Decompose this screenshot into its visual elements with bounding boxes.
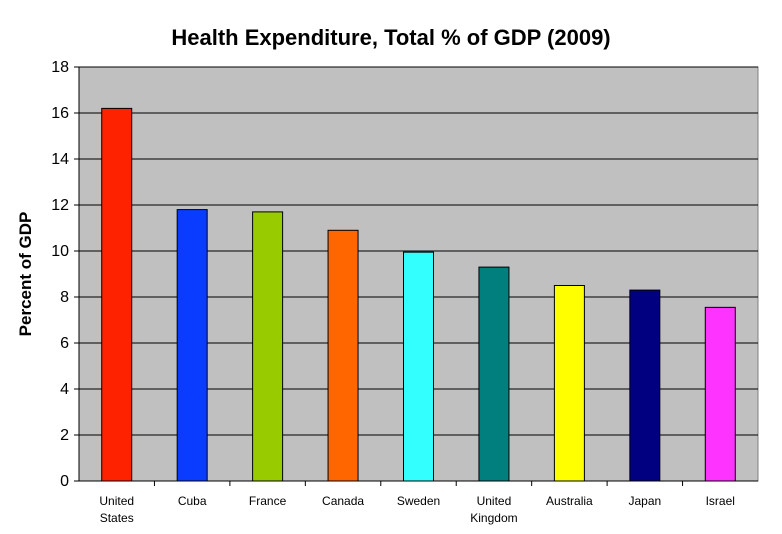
bar <box>176 209 208 482</box>
bar <box>327 229 359 482</box>
chart-title: Health Expenditure, Total % of GDP (2009… <box>171 25 610 50</box>
x-tick-label: United <box>99 494 134 508</box>
y-tick-label: 0 <box>60 473 69 490</box>
y-tick-label: 8 <box>60 289 69 306</box>
bar <box>629 289 661 482</box>
x-tick-label: Kingdom <box>470 511 517 525</box>
y-tick-label: 18 <box>51 59 69 76</box>
plot-area: 0 2 4 6 8 10 12 14 16 18 United States Cuba France Can… <box>51 59 759 525</box>
x-tick-label: Australia <box>546 494 593 508</box>
y-tick-label: 4 <box>60 381 69 398</box>
y-tick-label: 6 <box>60 335 69 352</box>
y-tick-label: 16 <box>51 105 69 122</box>
y-tick-label: 14 <box>51 151 69 168</box>
bar <box>553 285 585 482</box>
x-tick-label: Canada <box>322 494 364 508</box>
bar <box>252 211 284 482</box>
bar <box>101 107 133 482</box>
bar <box>403 251 434 482</box>
y-tick-label: 2 <box>60 427 69 444</box>
x-tick-label: Cuba <box>178 494 207 508</box>
y-tick-label: 12 <box>51 197 69 214</box>
x-tick-label: Israel <box>706 494 735 508</box>
y-tick-label: 10 <box>51 243 69 260</box>
bar <box>478 266 510 482</box>
x-tick-label: United <box>477 494 512 508</box>
y-axis-label: Percent of GDP <box>16 212 35 337</box>
x-tick-label: Sweden <box>397 494 440 508</box>
x-tick-label: Japan <box>628 494 661 508</box>
bar <box>704 306 736 482</box>
x-tick-label: France <box>249 494 287 508</box>
x-tick-label: States <box>100 511 134 525</box>
